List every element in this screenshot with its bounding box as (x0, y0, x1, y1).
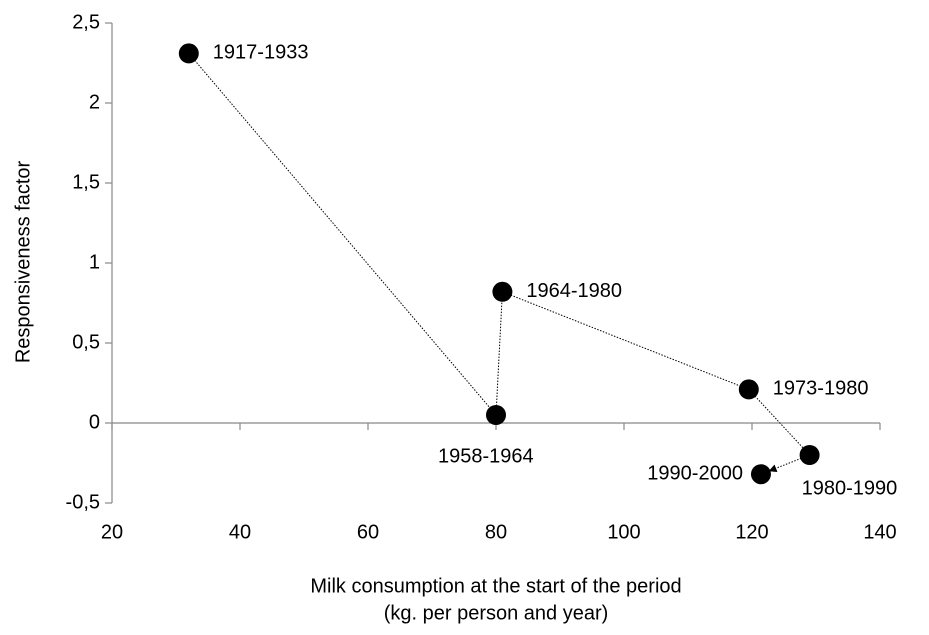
x-tick-label: 40 (229, 521, 251, 543)
x-tick-label: 20 (101, 521, 123, 543)
point-label: 1964-1980 (526, 280, 622, 302)
y-tick-label: 2 (89, 91, 100, 113)
point-label: 1958-1964 (438, 445, 534, 467)
point (750, 464, 771, 485)
x-tick-label: 120 (735, 521, 768, 543)
x-tick-label: 80 (485, 521, 507, 543)
x-tick-label: 140 (863, 521, 896, 543)
connector (502, 291, 749, 390)
point (738, 379, 759, 400)
y-tick-label: 1 (89, 251, 100, 273)
point (799, 445, 820, 465)
point-label: 1973-1980 (773, 378, 869, 400)
y-tick-label: 0 (89, 411, 100, 433)
point (178, 43, 199, 64)
point-label: 1990-2000 (647, 462, 743, 484)
point (492, 281, 513, 302)
y-tick-label: 2,5 (72, 11, 100, 33)
x-tick-label: 60 (357, 521, 379, 543)
y-tick-label: 1,5 (72, 171, 100, 193)
connector (495, 291, 503, 416)
y-tick-label: 0,5 (72, 331, 100, 353)
x-tick-label: 100 (607, 521, 640, 543)
y-axis-label: Responsiveness factor (12, 161, 34, 364)
point-label: 1980-1990 (802, 477, 898, 499)
connector (188, 53, 497, 416)
y-tick-label: -0,5 (66, 491, 100, 513)
point (486, 405, 506, 425)
point-label: 1917-1933 (213, 42, 309, 64)
x-axis-label: Milk consumption at the start of the per… (310, 575, 681, 597)
x-axis-label: (kg. per person and year) (384, 602, 609, 624)
